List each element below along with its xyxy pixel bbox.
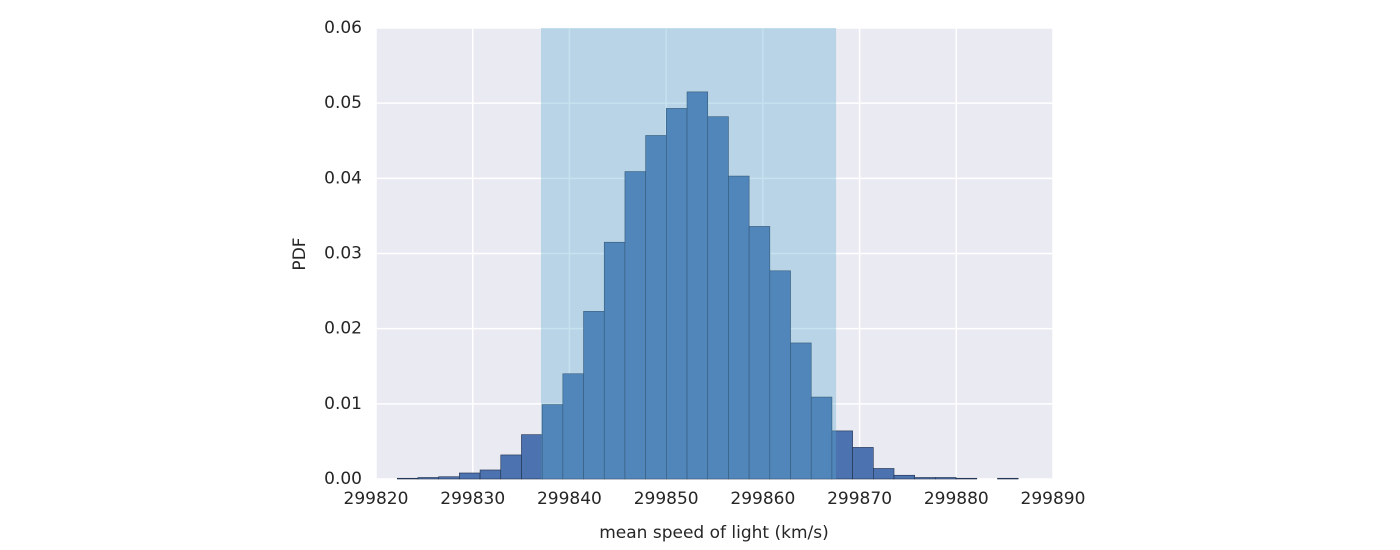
bar bbox=[935, 477, 957, 480]
bar bbox=[417, 477, 439, 480]
x-tick-label: 299820 bbox=[344, 489, 409, 509]
bar bbox=[521, 434, 543, 480]
bar bbox=[396, 477, 419, 480]
bar bbox=[438, 476, 460, 480]
y-tick-label: 0.03 bbox=[324, 244, 362, 264]
y-tick-label: 0.05 bbox=[324, 93, 362, 113]
bar bbox=[914, 477, 936, 480]
y-tick-label: 0.02 bbox=[324, 319, 362, 339]
bar bbox=[479, 469, 502, 480]
bar bbox=[852, 447, 874, 480]
bar bbox=[893, 474, 915, 480]
bar bbox=[500, 454, 522, 480]
x-tick-label: 299890 bbox=[1021, 489, 1086, 509]
x-tick-label: 299870 bbox=[827, 489, 892, 509]
y-tick-label: 0.01 bbox=[324, 394, 362, 414]
x-tick-label: 299830 bbox=[440, 489, 505, 509]
bar bbox=[459, 472, 481, 480]
x-tick-label: 299880 bbox=[924, 489, 989, 509]
bar bbox=[873, 468, 895, 480]
y-tick-label: 0.00 bbox=[324, 469, 362, 489]
bar bbox=[997, 477, 1019, 480]
x-axis-label: mean speed of light (km/s) bbox=[599, 523, 829, 543]
x-tick-label: 299840 bbox=[537, 489, 602, 509]
y-tick-label: 0.06 bbox=[324, 18, 362, 38]
confidence-span bbox=[540, 28, 837, 479]
x-tick-label: 299850 bbox=[634, 489, 699, 509]
bar bbox=[955, 477, 978, 480]
x-tick-label: 299860 bbox=[730, 489, 795, 509]
y-axis-label: PDF bbox=[290, 237, 310, 270]
y-tick-label: 0.04 bbox=[324, 168, 362, 188]
